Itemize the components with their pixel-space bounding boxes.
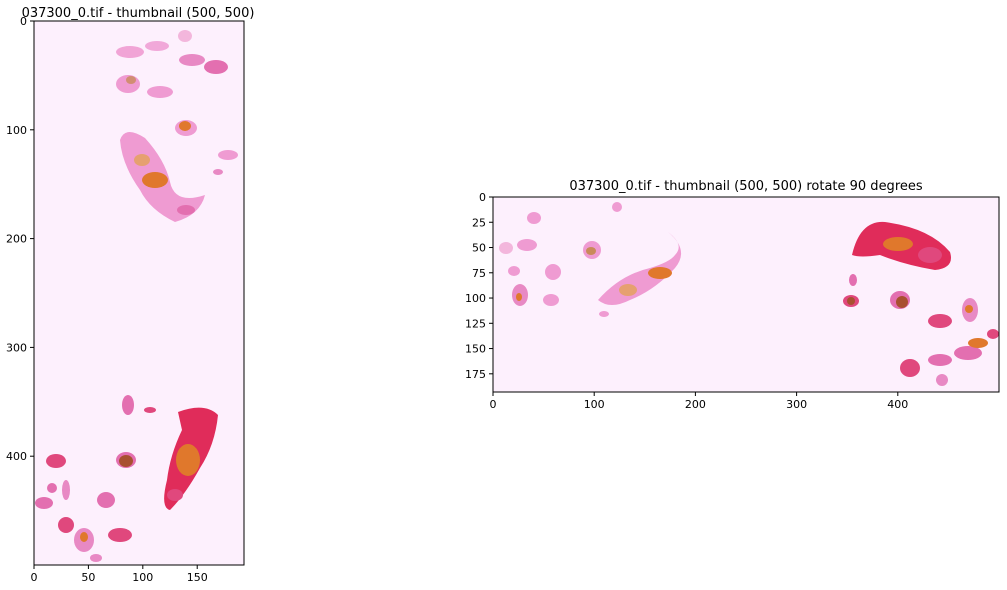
right-y-tick-label: 150 [465,343,486,356]
left-x-tick-label: 50 [81,571,95,584]
right-y-tick-label: 75 [472,267,486,280]
right-x-tick-label: 400 [887,398,908,411]
left-panel: 037300_0.tif - thumbnail (500, 500) [6,6,254,584]
right-x-tick-label: 100 [584,398,605,411]
right-tissue-image [499,202,999,386]
right-y-tick-label: 0 [479,191,486,204]
left-x-tick-label: 0 [31,571,38,584]
right-y-axis: 0 25 50 75 100 125 150 175 [465,191,493,381]
right-axes-frame [492,196,1000,393]
right-y-tick-label: 100 [465,292,486,305]
left-tissue-image [35,30,238,562]
right-y-tick-label: 175 [465,368,486,381]
left-x-tick-label: 150 [187,571,208,584]
right-x-tick-label: 200 [685,398,706,411]
left-axes-frame [33,20,245,566]
left-y-tick-label: 0 [20,15,27,28]
left-y-tick-label: 100 [6,124,27,137]
right-panel: 037300_0.tif - thumbnail (500, 500) rota… [465,179,1000,411]
left-x-tick-label: 100 [132,571,153,584]
right-y-tick-label: 125 [465,317,486,330]
right-x-tick-label: 0 [490,398,497,411]
left-y-axis: 0 100 200 300 400 [6,15,34,463]
left-y-tick-label: 300 [6,341,27,354]
left-y-tick-label: 400 [6,450,27,463]
right-image-background [493,197,999,392]
left-y-tick-label: 200 [6,233,27,246]
right-x-axis: 0 100 200 300 400 [490,392,908,411]
left-panel-title: 037300_0.tif - thumbnail (500, 500) [22,6,255,21]
right-panel-title: 037300_0.tif - thumbnail (500, 500) rota… [569,179,923,194]
right-x-tick-label: 300 [786,398,807,411]
left-x-axis: 0 50 100 150 [31,565,208,584]
left-image-background [34,21,244,565]
right-y-tick-label: 50 [472,242,486,255]
right-y-tick-label: 25 [472,216,486,229]
